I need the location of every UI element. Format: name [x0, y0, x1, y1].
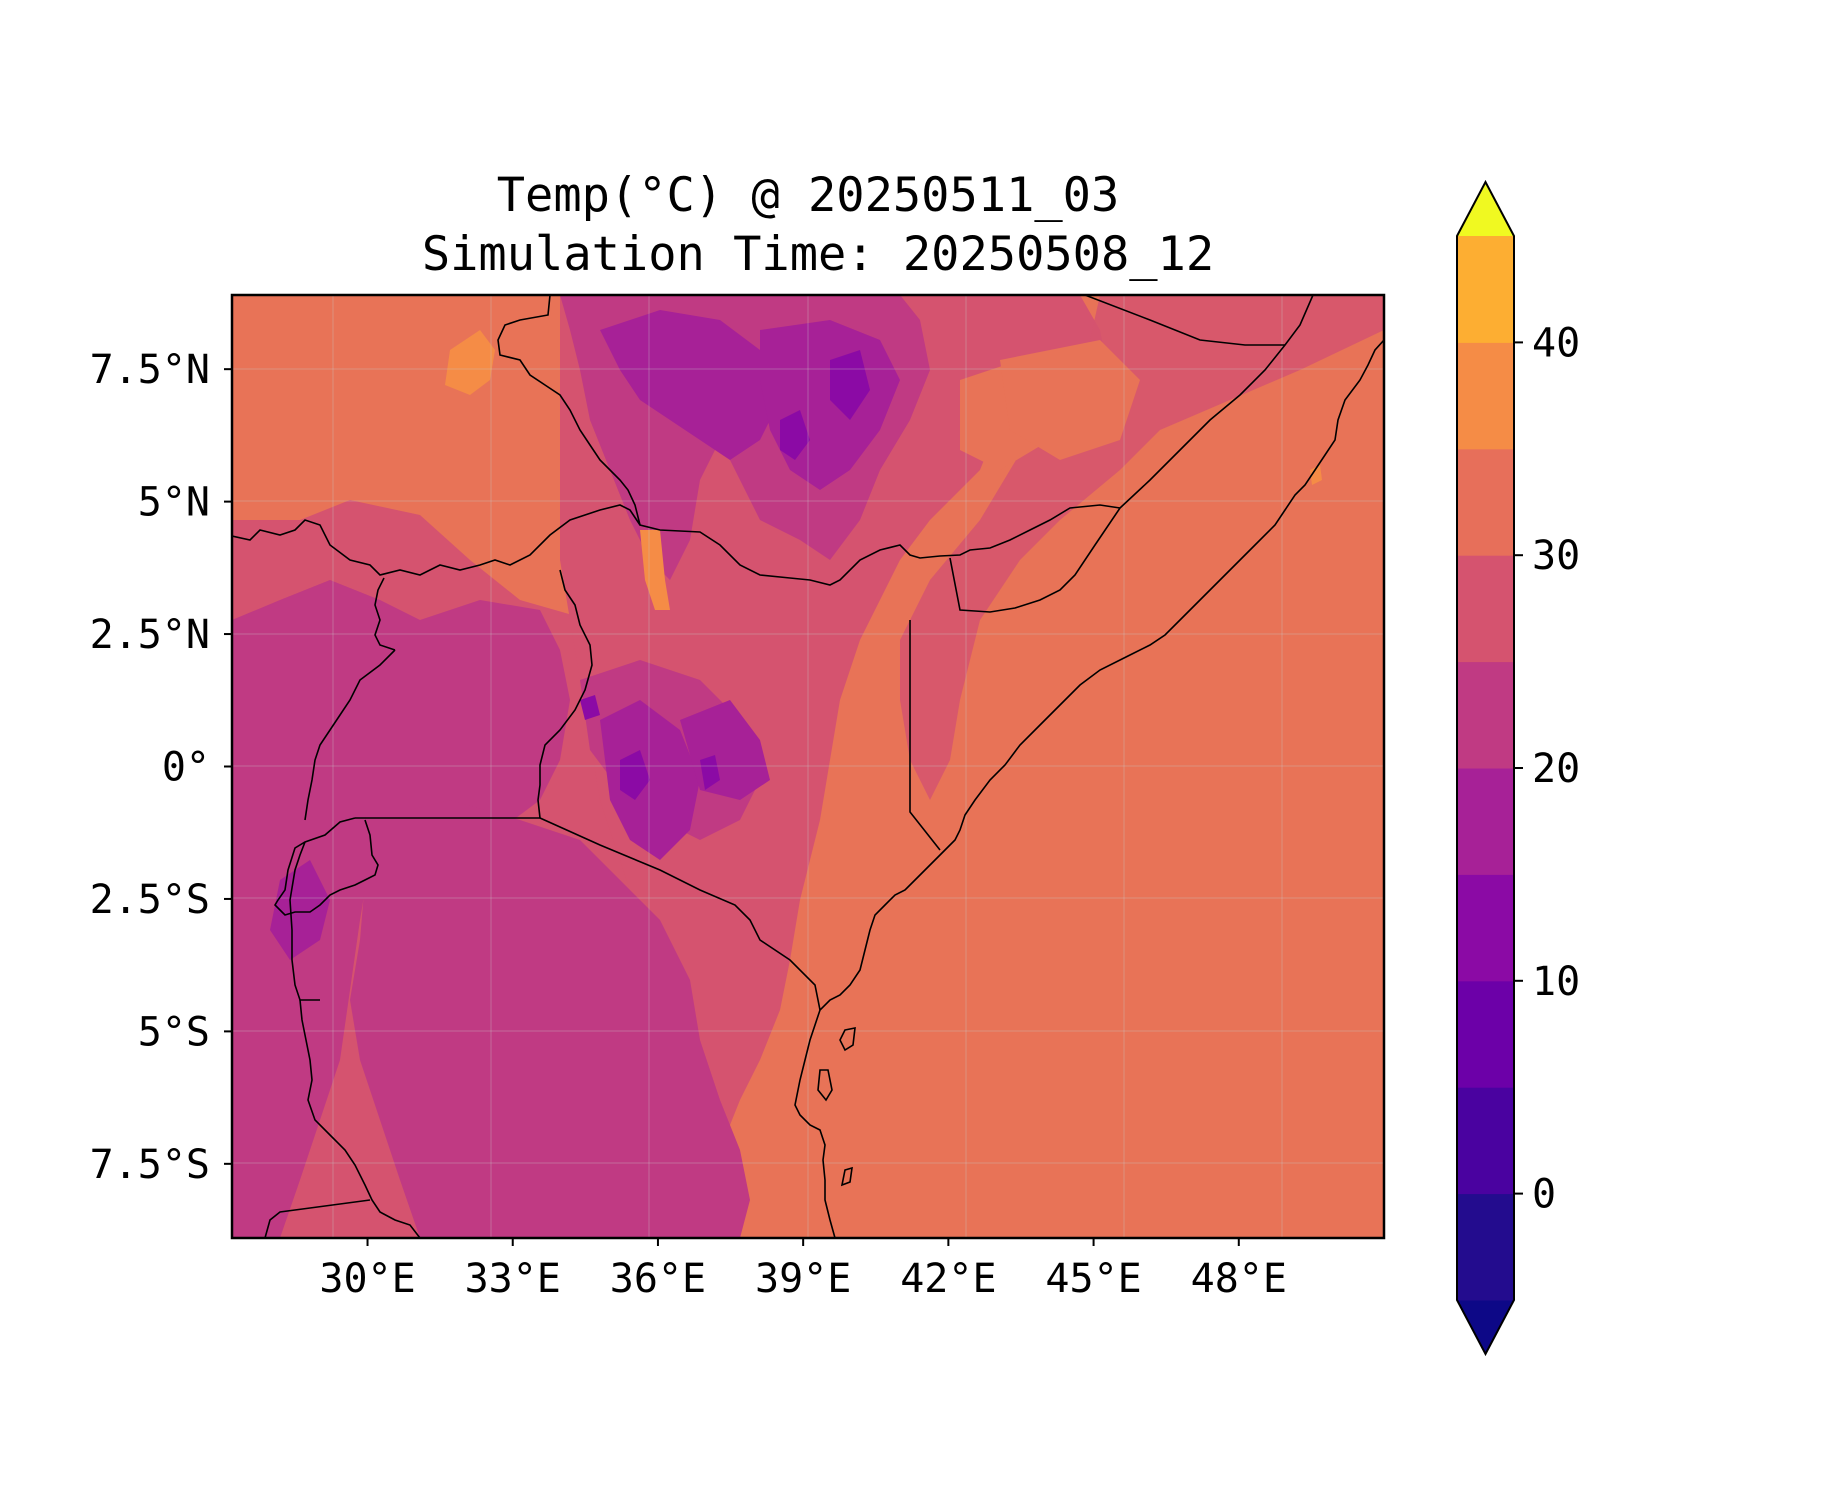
y-tick-label: 5°S — [138, 1009, 210, 1055]
colorbar-segment — [1457, 1087, 1514, 1195]
map-title-line2: Simulation Time: 20250508_12 — [422, 227, 1214, 282]
y-tick-label: 7.5°S — [90, 1142, 210, 1188]
y-tick-label: 0° — [162, 745, 210, 791]
x-tick-label: 33°E — [465, 1256, 561, 1302]
x-tick-label: 48°E — [1191, 1256, 1287, 1302]
colorbar-segment — [1457, 661, 1514, 769]
colorbar-segment — [1457, 1193, 1514, 1301]
colorbar-segment — [1457, 555, 1514, 663]
country-borders — [232, 295, 1314, 1238]
colorbar-segment — [1457, 448, 1514, 556]
colorbar-segment — [1457, 342, 1514, 450]
colorbar-tick-label: 20 — [1532, 746, 1580, 792]
y-tick-label: 2.5°N — [90, 612, 210, 658]
colorbar-under-extension — [1457, 1300, 1514, 1354]
colorbar-outline — [1456, 179, 1515, 1357]
x-tick-label: 45°E — [1045, 1256, 1141, 1302]
colorbar-tick-label: 10 — [1532, 959, 1580, 1005]
x-tick-label: 42°E — [900, 1256, 996, 1302]
colorbar-segment — [1457, 874, 1514, 982]
y-tick-label: 2.5°S — [90, 877, 210, 923]
longitude-ticks: 30°E 33°E 36°E 39°E 42°E 45°E 48°E — [319, 1238, 1287, 1302]
colorbar-tick-label: 40 — [1532, 320, 1580, 366]
temperature-map — [232, 295, 1384, 1238]
temp-band-10-15 — [270, 310, 900, 960]
colorbar-over-extension — [1457, 182, 1514, 236]
coastline — [794, 339, 1384, 1238]
y-tick-label: 5°N — [138, 480, 210, 526]
colorbar-segment — [1457, 768, 1514, 875]
map-title-line1: Temp(°C) @ 20250511_03 — [497, 168, 1120, 223]
colorbar-tick-label: 30 — [1532, 533, 1580, 579]
map-gridlines — [232, 295, 1384, 1238]
temp-band-5-10 — [580, 350, 870, 800]
colorbar-segment — [1457, 980, 1514, 1088]
colorbar-tick-label: 0 — [1532, 1172, 1556, 1218]
y-tick-label: 7.5°N — [90, 347, 210, 393]
temp-band-30-35 — [445, 330, 1322, 610]
colorbar: 0 10 20 30 40 — [1456, 179, 1580, 1357]
latitude-ticks: 7.5°N 5°N 2.5°N 0° 2.5°S 5°S 7.5°S — [90, 347, 232, 1188]
x-tick-label: 36°E — [610, 1256, 706, 1302]
x-tick-label: 30°E — [319, 1256, 415, 1302]
colorbar-segment — [1457, 236, 1514, 343]
x-tick-label: 39°E — [755, 1256, 851, 1302]
